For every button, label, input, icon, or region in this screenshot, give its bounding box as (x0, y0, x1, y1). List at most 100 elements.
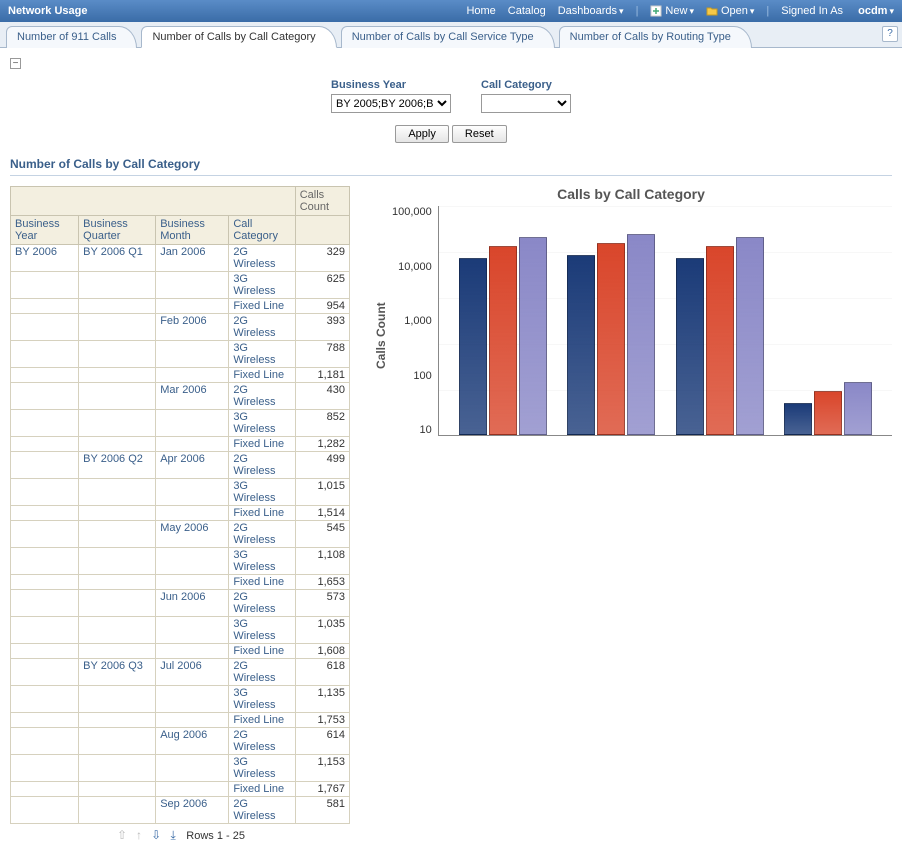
cell-link[interactable]: 3G Wireless (229, 755, 295, 782)
cell-link[interactable]: BY 2006 Q1 (79, 245, 156, 272)
col-business-year[interactable]: Business Year (11, 216, 79, 245)
bar[interactable] (784, 403, 812, 435)
cell-link (156, 479, 229, 506)
cell-link[interactable]: Sep 2006 (156, 797, 229, 824)
pager-first-icon[interactable]: ⇧ (115, 828, 129, 842)
cell: 573 (295, 590, 349, 617)
call-category-select[interactable] (481, 94, 571, 113)
cell-link[interactable]: 2G Wireless (229, 659, 295, 686)
cell-link[interactable]: Feb 2006 (156, 314, 229, 341)
bar[interactable] (567, 255, 595, 435)
cell: 1,608 (295, 644, 349, 659)
nav-catalog[interactable]: Catalog (508, 5, 546, 17)
cell-link (156, 644, 229, 659)
tab-number-of-calls-by-call-service-type[interactable]: Number of Calls by Call Service Type (341, 26, 555, 48)
table-row: Feb 20062G Wireless393 (11, 314, 350, 341)
cell-link[interactable]: 2G Wireless (229, 452, 295, 479)
cell-link (11, 299, 79, 314)
help-icon[interactable]: ? (882, 26, 898, 42)
tab-number-of-911-calls[interactable]: Number of 911 Calls (6, 26, 137, 48)
nav-open[interactable]: Open▾ (706, 5, 754, 17)
cell-link[interactable]: Fixed Line (229, 575, 295, 590)
cell-link (156, 686, 229, 713)
cell-link (11, 575, 79, 590)
cell-link[interactable]: Jun 2006 (156, 590, 229, 617)
business-year-select[interactable]: BY 2005;BY 2006;B (331, 94, 451, 113)
cell-link[interactable]: 2G Wireless (229, 728, 295, 755)
cell-link[interactable]: 3G Wireless (229, 686, 295, 713)
cell-link[interactable]: BY 2006 Q2 (79, 452, 156, 479)
cell-link[interactable]: 3G Wireless (229, 479, 295, 506)
bar[interactable] (597, 243, 625, 435)
bar[interactable] (489, 246, 517, 435)
bar[interactable] (706, 246, 734, 435)
cell-link[interactable]: Fixed Line (229, 782, 295, 797)
cell-link[interactable]: Jan 2006 (156, 245, 229, 272)
bar[interactable] (736, 237, 764, 435)
cell-link[interactable]: BY 2006 Q3 (79, 659, 156, 686)
cell-link[interactable]: Fixed Line (229, 713, 295, 728)
cell-link[interactable]: 3G Wireless (229, 341, 295, 368)
cell-link (11, 383, 79, 410)
cell-link (79, 383, 156, 410)
bar[interactable] (459, 258, 487, 435)
cell-link[interactable]: 3G Wireless (229, 548, 295, 575)
collapse-toggle[interactable]: − (10, 58, 21, 69)
apply-button[interactable]: Apply (395, 125, 449, 143)
data-table: Calls Count Business Year Business Quart… (10, 186, 350, 824)
cell-link[interactable]: 2G Wireless (229, 245, 295, 272)
cell-link[interactable]: Fixed Line (229, 437, 295, 452)
col-calls-count[interactable]: Calls Count (295, 187, 349, 216)
bar[interactable] (814, 391, 842, 435)
cell-link[interactable]: 2G Wireless (229, 590, 295, 617)
cell-link[interactable]: Fixed Line (229, 299, 295, 314)
filter-business-year: Business Year BY 2005;BY 2006;B (331, 79, 451, 113)
cell-link (79, 617, 156, 644)
cell-link[interactable]: 2G Wireless (229, 797, 295, 824)
cell-link[interactable]: 2G Wireless (229, 521, 295, 548)
cell-link (79, 548, 156, 575)
bar[interactable] (844, 382, 872, 435)
reset-button[interactable]: Reset (452, 125, 507, 143)
cell-link[interactable]: May 2006 (156, 521, 229, 548)
cell-link[interactable]: BY 2006 (11, 245, 79, 272)
bar-group (784, 382, 872, 435)
pager-prev-icon[interactable]: ↑ (132, 828, 146, 842)
nav-dashboards[interactable]: Dashboards▾ (558, 5, 624, 17)
col-business-month[interactable]: Business Month (156, 216, 229, 245)
cell: 1,153 (295, 755, 349, 782)
table-row: Sep 20062G Wireless581 (11, 797, 350, 824)
cell-link[interactable]: Apr 2006 (156, 452, 229, 479)
bar[interactable] (627, 234, 655, 435)
tab-number-of-calls-by-call-category[interactable]: Number of Calls by Call Category (141, 26, 336, 48)
cell-link[interactable]: Fixed Line (229, 506, 295, 521)
cell-link[interactable]: Fixed Line (229, 644, 295, 659)
user-menu[interactable]: ocdm▾ (858, 5, 894, 17)
cell-link[interactable]: Fixed Line (229, 368, 295, 383)
col-call-category[interactable]: Call Category (229, 216, 295, 245)
cell-link[interactable]: 3G Wireless (229, 410, 295, 437)
cell-link[interactable]: Aug 2006 (156, 728, 229, 755)
bar[interactable] (519, 237, 547, 435)
cell-link (79, 590, 156, 617)
tab-number-of-calls-by-routing-type[interactable]: Number of Calls by Routing Type (559, 26, 752, 48)
cell-link[interactable]: 2G Wireless (229, 383, 295, 410)
pager-next-icon[interactable]: ⇩ (149, 828, 163, 842)
cell-link[interactable]: 2G Wireless (229, 314, 295, 341)
cell-link[interactable]: Mar 2006 (156, 383, 229, 410)
pager-last-icon[interactable]: ⤓ (166, 828, 180, 842)
col-business-quarter[interactable]: Business Quarter (79, 216, 156, 245)
nav-home[interactable]: Home (466, 5, 495, 17)
cell-link (11, 782, 79, 797)
bar[interactable] (676, 258, 704, 435)
cell-link (11, 755, 79, 782)
cell-link (11, 548, 79, 575)
cell-link[interactable]: 3G Wireless (229, 617, 295, 644)
cell-link[interactable]: 3G Wireless (229, 272, 295, 299)
cell-link[interactable]: Jul 2006 (156, 659, 229, 686)
filters-row: Business Year BY 2005;BY 2006;B Call Cat… (10, 79, 892, 113)
table-row: Fixed Line1,514 (11, 506, 350, 521)
nav-separator: | (636, 5, 639, 17)
open-folder-icon (706, 5, 718, 17)
nav-new[interactable]: New▾ (650, 5, 694, 17)
